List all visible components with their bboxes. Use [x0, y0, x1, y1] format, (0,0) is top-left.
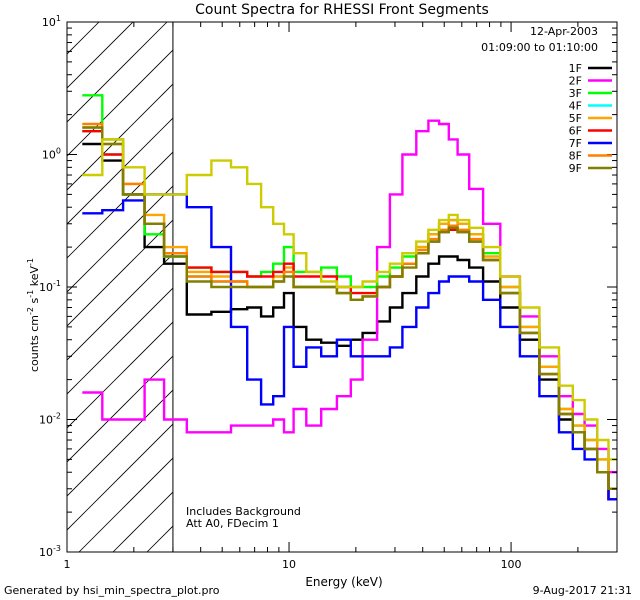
hatch-line — [78, 457, 173, 552]
legend-label-1F: 1F — [569, 62, 582, 75]
legend-label-5F: 5F — [569, 112, 582, 125]
chart-title: Count Spectra for RHESSI Front Segments — [195, 2, 489, 18]
series-group — [82, 94, 617, 501]
footer-timestamp: 9-Aug-2017 21:31 — [532, 584, 632, 597]
series-yellow-line — [82, 138, 617, 461]
x-axis-label: Energy (keV) — [305, 575, 382, 589]
y-tick-label: 100 — [42, 147, 61, 162]
y-tick-label: 10-3 — [39, 544, 61, 559]
date-label: 12-Apr-2003 — [530, 25, 598, 38]
hatch-line — [67, 49, 173, 157]
background-note: Includes Background — [186, 505, 301, 518]
legend-label-9F: 9F — [569, 162, 582, 175]
series-9F-line — [82, 126, 617, 490]
hatch-line — [67, 389, 173, 497]
y-tick-label: 10-2 — [39, 412, 61, 427]
x-tick-label: 100 — [501, 558, 522, 571]
hatch-line — [67, 22, 168, 123]
legend-label-8F: 8F — [569, 150, 582, 163]
time-range-label: 01:09:00 to 01:10:00 — [481, 41, 598, 54]
legend-label-2F: 2F — [569, 75, 582, 88]
hatch-line — [67, 253, 173, 361]
axis-ticks: 1 10 100 10-3 10-2 10-1 100 101 — [39, 14, 618, 571]
legend-label-6F: 6F — [569, 125, 582, 138]
attenuator-note: Att A0, FDecim 1 — [186, 517, 279, 530]
x-tick-label: 1 — [64, 558, 71, 571]
x-tick-label: 10 — [282, 558, 296, 571]
legend-label-4F: 4F — [569, 100, 582, 113]
y-axis-label: counts cm-2 s-1 keV-1 — [26, 258, 41, 372]
hatch-line — [67, 83, 173, 191]
legend-label-7F: 7F — [569, 137, 582, 150]
y-tick-label: 101 — [42, 14, 61, 29]
y-tick-label: 10-1 — [39, 279, 61, 294]
hatch-line — [67, 423, 173, 531]
series-7F-line — [82, 193, 617, 501]
footer-generated-by: Generated by hsi_min_spectra_plot.pro — [4, 584, 220, 597]
hatch-line — [67, 219, 173, 327]
legend-label-3F: 3F — [569, 87, 582, 100]
